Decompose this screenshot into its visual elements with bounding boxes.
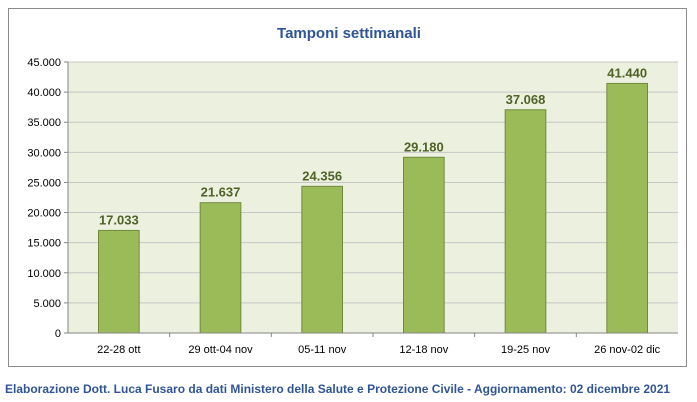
bar	[98, 229, 140, 334]
y-tick-label: 30.000	[27, 147, 61, 159]
y-tick-label: 15.000	[27, 238, 61, 250]
bar	[301, 185, 344, 334]
x-tick-label: 22-28 ott	[97, 344, 140, 356]
plot-area	[68, 62, 678, 333]
y-tick-label: 10.000	[27, 268, 61, 280]
y-tick-label: 20.000	[27, 208, 61, 220]
data-label: 21.637	[201, 185, 241, 200]
data-label: 29.180	[404, 139, 444, 154]
bar-chart: Tamponi settimanali 17.033 21.637 24.356 29…	[27, 25, 678, 356]
x-axis: 22-28 ott 29 ott-04 nov 05-11 nov 12-18 nov…	[68, 332, 678, 356]
data-label: 41.440	[607, 65, 647, 80]
data-labels: 17.033 21.637 24.356 29.180 37.068 41.440	[99, 65, 647, 227]
y-tick-label: 45.000	[27, 57, 61, 69]
y-tick-label: 25.000	[27, 177, 61, 189]
y-tick-label: 40.000	[27, 87, 61, 99]
bar	[606, 82, 648, 334]
x-tick-label: 12-18 nov	[399, 344, 448, 356]
chart-frame: Tamponi settimanali 17.033 21.637 24.356 29…	[8, 8, 687, 367]
bar	[403, 156, 445, 334]
data-label: 24.356	[302, 168, 342, 183]
x-tick-label: 05-11 nov	[298, 344, 347, 356]
data-label: 37.068	[506, 92, 546, 107]
gridlines	[68, 61, 678, 334]
y-tick-label: 35.000	[27, 117, 61, 129]
bar	[199, 202, 242, 334]
bar	[504, 109, 547, 334]
x-tick-label: 29 ott-04 nov	[188, 344, 253, 356]
x-tick-label: 26 nov-02 dic	[594, 344, 661, 356]
x-tick-label: 19-25 nov	[501, 344, 550, 356]
y-axis: 0 5.000 10.000 15.000 20.000 25.000 30.000 35.0…	[27, 57, 69, 340]
source-caption: Elaborazione Dott. Luca Fusaro da dati M…	[5, 382, 671, 396]
chart-title: Tamponi settimanali	[277, 25, 421, 42]
data-label: 17.033	[99, 212, 139, 227]
y-tick-label: 5.000	[33, 298, 61, 310]
y-tick-label: 0	[55, 328, 61, 340]
